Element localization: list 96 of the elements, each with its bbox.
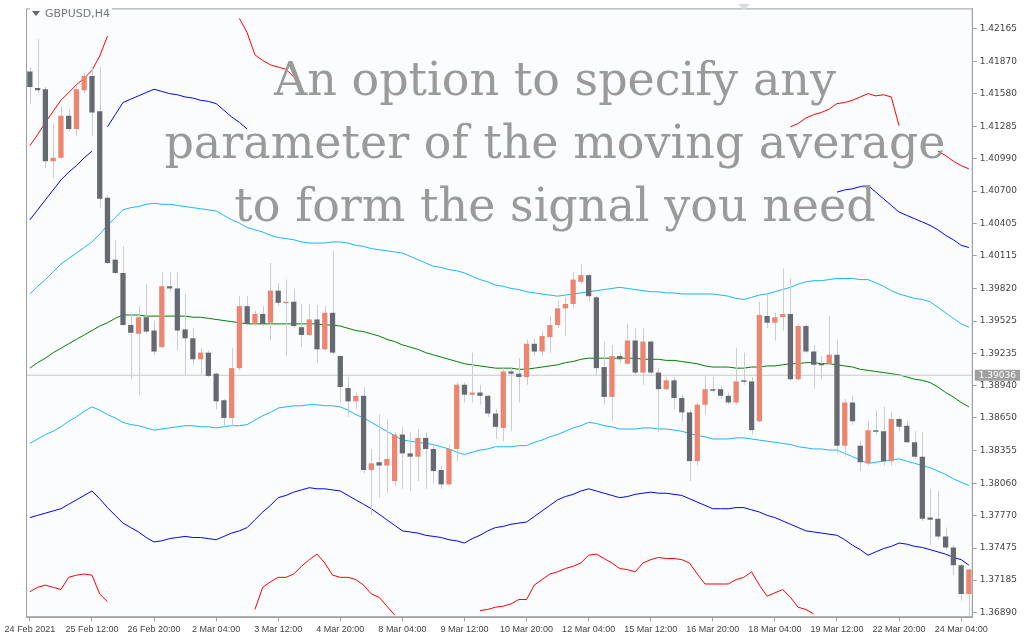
x-tick-label: 15 Mar 12:00 [624,624,678,635]
candlestick [430,442,437,484]
candlestick [221,398,227,428]
annotation: An option to specify any parameter of the moving average to form the signal you need [163,51,947,234]
candlestick [942,527,949,551]
y-tick-label: 1.37185 [979,574,1017,585]
y-tick-label: 1.37475 [979,542,1017,553]
candlestick [376,414,382,499]
candlestick [492,408,499,440]
y-tick-label: 1.40115 [979,250,1017,261]
candlestick [306,303,312,337]
candlestick [205,349,212,378]
candlestick [764,293,770,329]
y-tick-label: 1.38940 [979,380,1018,391]
candlestick [298,303,305,348]
candlestick [927,488,933,546]
candlestick [586,273,592,303]
candlestick [151,320,157,356]
candlestick [461,382,468,403]
candlestick [904,420,910,444]
x-tick-label: 19 Mar 12:00 [810,624,864,635]
x-tick-label: 8 Mar 04:00 [378,624,427,635]
candlestick [477,384,483,406]
candlestick [655,367,662,433]
candlestick [384,418,390,494]
y-tick-label: 1.41870 [979,55,1018,66]
y-tick-label: 1.39525 [979,315,1017,326]
y-tick-label: 1.40990 [979,153,1018,164]
candlestick [873,409,879,436]
y-tick-label: 1.41580 [979,87,1018,98]
x-tick-label: 16 Mar 20:00 [686,624,740,635]
candlestick [182,293,188,376]
candlestick [368,448,374,516]
candlestick [741,352,747,386]
candlestick [275,282,281,307]
x-tick-label: 10 Mar 20:00 [500,624,554,635]
candlestick [911,430,918,460]
chart-title: GBPUSD,H4 [45,7,110,20]
candlestick [423,431,429,490]
candlestick [826,315,832,366]
y-tick-label: 1.42165 [979,23,1017,34]
candlestick [508,367,514,432]
candlestick [399,426,406,490]
x-tick-label: 18 Mar 04:00 [748,624,802,635]
candlestick [733,347,739,406]
candlestick [27,66,33,105]
x-tick-label: 26 Feb 20:00 [127,624,181,635]
y-tick-label: 1.39235 [979,347,1017,358]
y-tick-label: 1.38355 [979,444,1017,455]
candlestick [554,300,561,329]
candlestick [935,490,941,541]
candlestick [190,327,196,366]
candlestick [772,312,778,341]
candlestick [244,295,250,327]
x-tick-label: 3 Mar 12:00 [254,624,303,635]
candlestick [112,239,118,275]
y-tick-label: 1.40405 [979,218,1017,229]
candlestick [260,305,266,327]
y-tick-label: 1.37770 [979,509,1018,520]
x-tick-label: 22 Mar 20:00 [872,624,926,635]
candlestick [66,108,72,132]
y-tick-label: 1.41285 [979,120,1017,131]
candlestick [485,394,491,418]
y-tick-label: 1.40700 [979,185,1018,196]
y-tick-label: 1.39820 [979,282,1018,293]
candlestick [624,323,631,366]
candlestick [679,394,685,422]
candlestick [81,72,87,95]
candlestick [671,376,677,410]
x-tick-label: 24 Mar 04:00 [934,624,988,635]
candlestick [849,395,856,426]
candlestick [415,428,421,482]
x-tick-label: 4 Mar 20:00 [316,624,365,635]
candlestick [539,330,545,357]
x-tick-label: 12 Mar 04:00 [562,624,616,635]
candlestick [143,283,149,335]
candlestick [469,352,475,403]
candlestick [857,440,863,472]
y-tick-label: 1.38060 [979,477,1018,488]
candlestick [128,312,134,380]
candlestick [135,305,142,396]
candlestick [547,315,553,354]
candlestick [950,544,957,576]
x-tick-label: 24 Feb 2021 [4,624,56,635]
candlestick [345,376,351,418]
candlestick [407,431,413,492]
candlestick [811,344,817,390]
x-tick-label: 2 Mar 04:00 [192,624,241,635]
candlestick [578,263,584,285]
x-tick-label: 25 Feb 12:00 [65,624,119,635]
y-tick-label: 1.38650 [979,412,1018,423]
x-tick-label: 9 Mar 12:00 [440,624,489,635]
candlestick [438,465,444,490]
y-tick-label: 1.36890 [979,607,1018,618]
candlestick [702,374,708,416]
ref-line-label: 1.39036 [978,369,1017,380]
